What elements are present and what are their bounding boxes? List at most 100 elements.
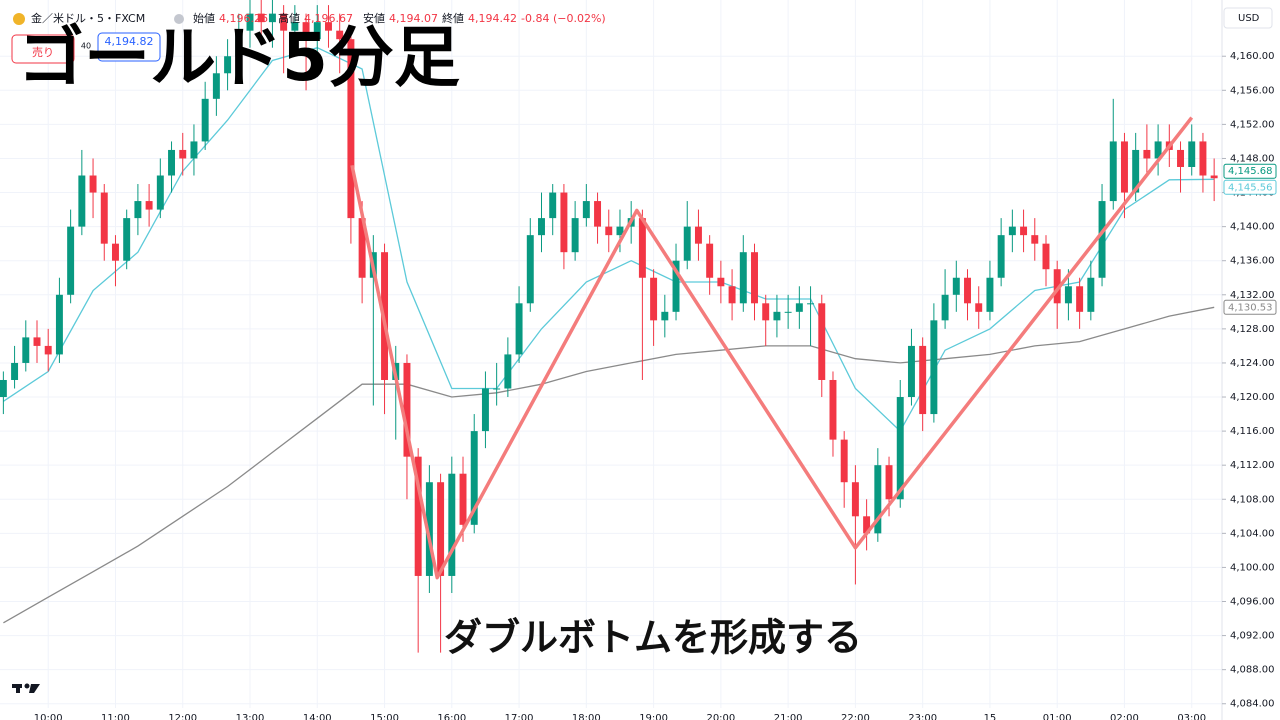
candle-body — [0, 379, 7, 398]
candle-body — [347, 39, 355, 219]
candle-body — [717, 277, 725, 287]
sell-button[interactable] — [11, 34, 75, 64]
candle-body — [336, 30, 344, 40]
candle-body — [795, 303, 803, 312]
candle-body — [672, 260, 680, 312]
candle-body — [201, 98, 209, 142]
low-label: 安値 — [363, 11, 385, 25]
candle-body — [930, 320, 938, 415]
candle-body — [874, 465, 882, 534]
y-tick-label: 4,084.00 — [1230, 699, 1275, 710]
x-tick-label: 23:00 — [908, 713, 937, 720]
price-badge — [1223, 163, 1277, 179]
candle-body — [616, 226, 624, 236]
x-tick-label: 12:00 — [168, 713, 197, 720]
candle-body — [313, 22, 321, 40]
candle-body — [885, 465, 893, 500]
candle-body — [1020, 226, 1028, 236]
candle-body — [1042, 243, 1050, 270]
price-badge-label: 4,145.56 — [1228, 182, 1273, 193]
moving-average — [3, 306, 1215, 624]
candle-body — [605, 226, 613, 236]
candle-body — [22, 337, 30, 363]
candle-body — [179, 149, 187, 159]
candle-body — [538, 218, 545, 236]
candle-body — [582, 201, 590, 219]
candle-body — [952, 277, 960, 295]
candle-body — [1008, 226, 1016, 236]
candle-body — [11, 362, 19, 380]
x-tick-label: 11:00 — [101, 713, 130, 720]
candle-body — [358, 218, 366, 278]
y-tick-label: 4,096.00 — [1230, 597, 1275, 608]
symbol-icon — [13, 13, 25, 25]
y-tick-label: 4,148.00 — [1230, 153, 1275, 164]
candle-body — [190, 141, 198, 159]
candle-body — [145, 201, 153, 210]
candle-body — [515, 303, 523, 355]
candle-body — [1087, 277, 1095, 312]
candle-body — [1031, 235, 1039, 244]
buy-button[interactable] — [97, 32, 161, 62]
candle-body — [78, 175, 86, 227]
currency-box[interactable] — [1223, 7, 1273, 29]
x-tick-label: 10:00 — [34, 713, 63, 720]
overlay-title: ゴールド5分足 — [18, 19, 460, 96]
x-tick-label: 14:00 — [303, 713, 332, 720]
open-value: 4,196.26 — [219, 12, 268, 25]
buy-price: 4,194.82 — [105, 35, 154, 48]
candle-body — [807, 303, 815, 305]
candle-body — [784, 311, 792, 313]
candle-body — [504, 354, 512, 389]
status-dot — [174, 14, 184, 24]
x-tick-label: 18:00 — [572, 713, 601, 720]
candle-body — [291, 22, 299, 31]
candle-body — [1177, 149, 1184, 167]
price-badge — [1223, 299, 1277, 315]
candle-body — [751, 252, 758, 304]
candle-body — [526, 235, 534, 304]
candle-body — [268, 13, 276, 23]
candle-body — [941, 294, 949, 321]
candle-body — [1199, 141, 1207, 176]
candle-body — [1076, 286, 1084, 312]
candle-body — [325, 22, 332, 31]
x-tick-label: 03:00 — [1177, 713, 1206, 720]
open-label: 始値 — [193, 11, 215, 25]
candle-body — [840, 439, 848, 483]
candle-body — [33, 337, 41, 346]
candle-body — [459, 473, 467, 525]
candle-body — [123, 218, 131, 261]
x-tick-label: 02:00 — [1110, 713, 1139, 720]
y-tick-label: 4,128.00 — [1230, 324, 1275, 335]
candle-body — [100, 192, 108, 244]
y-tick-label: 4,120.00 — [1230, 392, 1275, 403]
annotation: ダブルボトムを形成する — [444, 616, 862, 660]
candle-body — [997, 235, 1005, 278]
candle-body — [168, 149, 176, 176]
candle-body — [280, 13, 288, 31]
candle-body — [55, 294, 63, 355]
candle-body — [863, 516, 871, 534]
sell-label: 売り — [32, 46, 54, 59]
x-tick-label: 01:00 — [1043, 713, 1072, 720]
y-tick-label: 4,140.00 — [1230, 222, 1275, 233]
candle-body — [907, 345, 915, 398]
candle-body — [134, 201, 142, 219]
candle-body — [224, 56, 232, 74]
high-label: 高値 — [278, 11, 300, 25]
candle-body — [762, 303, 770, 321]
candle-body — [425, 482, 433, 576]
y-tick-label: 4,108.00 — [1230, 494, 1275, 505]
candle-body — [706, 243, 714, 278]
candle-body — [1154, 141, 1162, 159]
close-label: 終値 — [442, 11, 464, 25]
x-tick-label: 15 — [984, 713, 997, 720]
candle-body — [235, 30, 243, 57]
candle-body — [1064, 286, 1072, 304]
candle-body — [1109, 141, 1117, 202]
candle-body — [89, 175, 97, 193]
candle-body — [1132, 149, 1140, 193]
